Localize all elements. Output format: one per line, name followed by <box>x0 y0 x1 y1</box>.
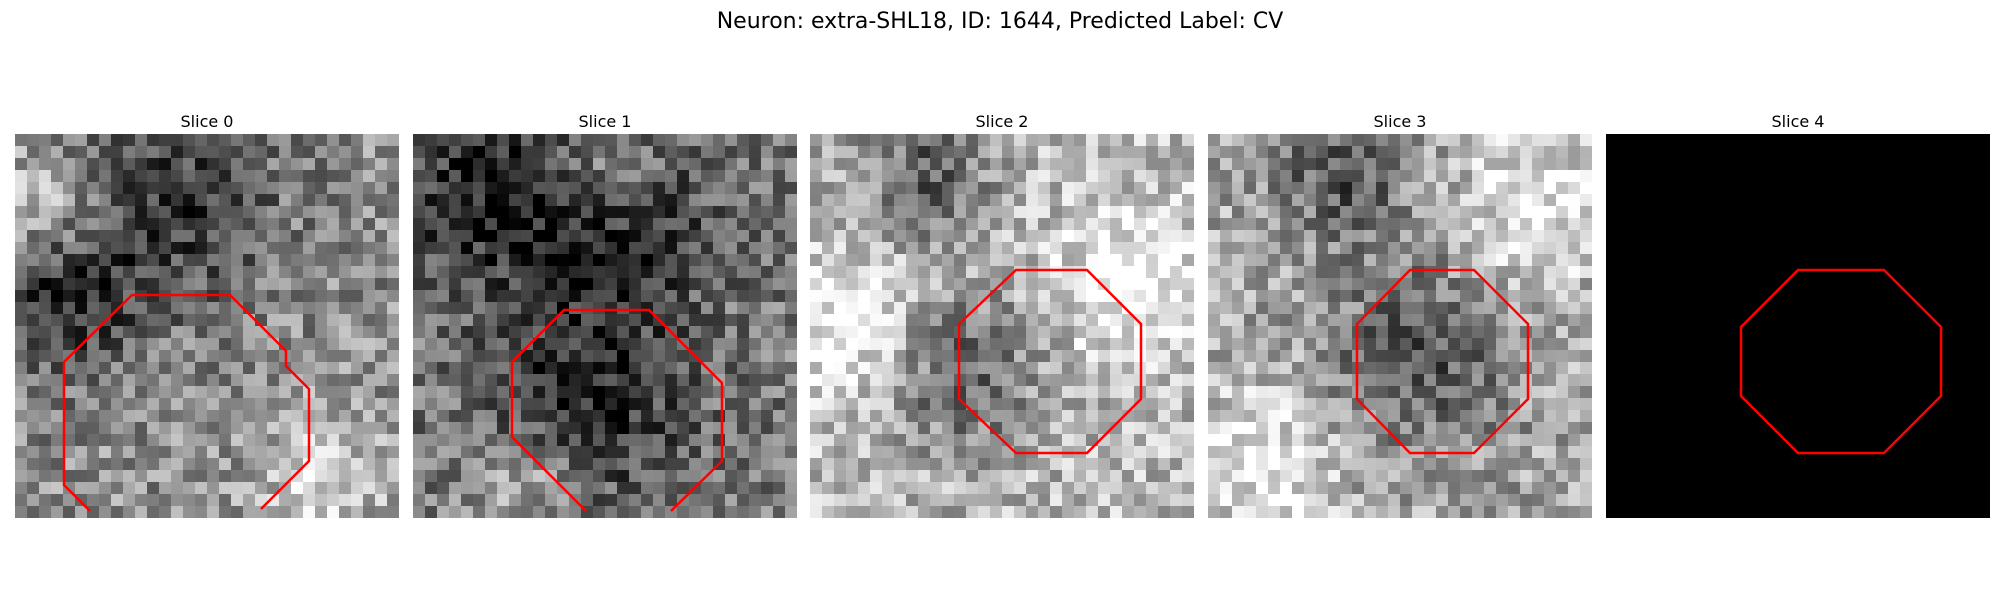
slice-title-0: Slice 0 <box>180 112 234 131</box>
slice-panel-0: Slice 0 <box>15 110 399 518</box>
slice-title-3: Slice 3 <box>1373 112 1427 131</box>
slice-pixels-0 <box>15 134 399 518</box>
cell-contour-4 <box>1739 268 1943 455</box>
slice-panel-1: Slice 1 <box>413 110 797 518</box>
slice-image-4 <box>1606 134 1990 518</box>
slice-title-2: Slice 2 <box>975 112 1029 131</box>
slice-title-1: Slice 1 <box>578 112 632 131</box>
slice-image-2 <box>810 134 1194 518</box>
slice-image-0 <box>15 134 399 518</box>
cell-contour-3 <box>1355 268 1530 455</box>
empty-slice-background <box>1606 134 1990 518</box>
slice-panel-3: Slice 3 <box>1208 110 1592 518</box>
slice-pixels-2 <box>810 134 1194 518</box>
cell-contour-2 <box>957 268 1143 455</box>
slice-panel-4: Slice 4 <box>1606 110 1990 518</box>
slice-image-1 <box>413 134 797 518</box>
slice-title-4: Slice 4 <box>1771 112 1825 131</box>
cell-contour-1 <box>510 308 724 512</box>
cell-contour-0 <box>62 293 311 512</box>
slice-pixels-1 <box>413 134 797 518</box>
slice-panel-2: Slice 2 <box>810 110 1194 518</box>
figure-title: Neuron: extra-SHL18, ID: 1644, Predicted… <box>716 9 1284 34</box>
slice-pixels-3 <box>1208 134 1592 518</box>
slice-image-3 <box>1208 134 1592 518</box>
